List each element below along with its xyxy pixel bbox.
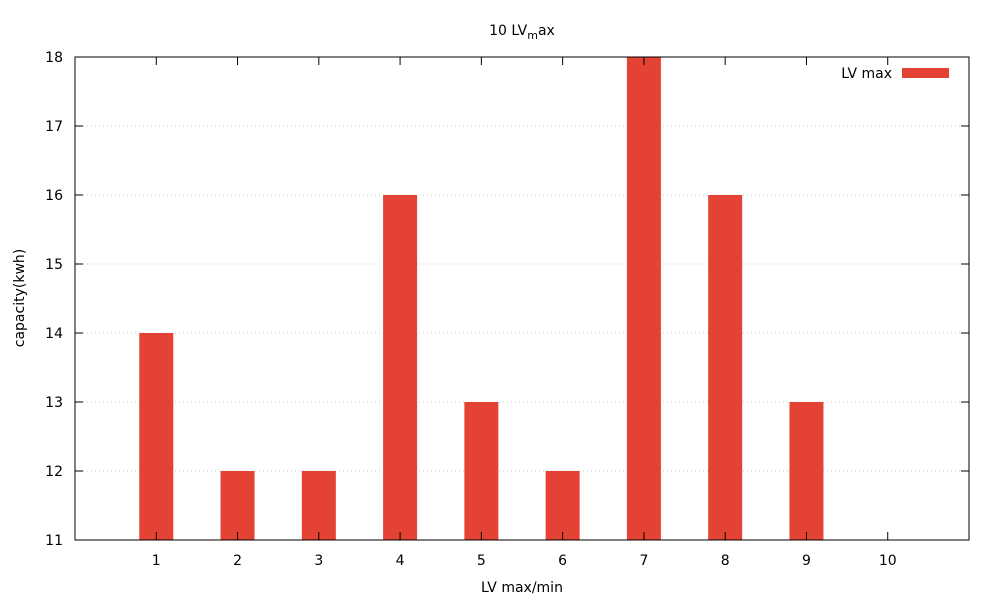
y-tick-label: 14 [45,326,63,342]
bar-9 [789,402,824,540]
y-tick-label: 12 [45,464,63,480]
x-tick-label: 8 [721,553,730,569]
bar-5 [464,402,499,540]
legend-label: LV max [841,66,892,82]
legend-swatch [902,68,949,78]
x-tick-label: 4 [396,553,405,569]
x-tick-label: 3 [314,553,323,569]
y-tick-labels: 11 12 13 14 15 16 17 18 [45,50,63,549]
y-tick-label: 16 [45,188,63,204]
bar-6 [545,471,580,540]
x-tick-labels: 1 2 3 4 5 6 7 8 9 10 [152,553,897,569]
grid-lines [75,125,969,472]
y-tick-label: 13 [45,395,63,411]
legend: LV max [841,66,949,82]
y-tick-label: 11 [45,533,63,549]
x-tick-label: 6 [558,553,567,569]
chart-title-main: 10 LV [489,23,528,39]
bar-4 [383,195,418,540]
chart-title-subscript: m [527,29,538,42]
x-tick-label: 1 [152,553,161,569]
y-tick-label: 15 [45,257,63,273]
y-tick-label: 17 [45,119,63,135]
x-tick-label: 5 [477,553,486,569]
plot-frame [74,56,970,541]
bars [139,57,824,540]
bar-8 [708,195,743,540]
x-axis-label: LV max/min [481,580,563,596]
x-tick-label: 10 [879,553,897,569]
x-tick-label: 9 [802,553,811,569]
chart-title-tail: ax [538,23,555,39]
bar-7 [626,57,661,540]
chart-title: 10 LVmax [489,23,555,42]
x-tick-label: 2 [233,553,242,569]
y-axis-label: capacity(kwh) [12,249,28,347]
bar-1 [139,333,174,540]
y-tick-label: 18 [45,50,63,66]
bar-2 [220,471,255,540]
bar-3 [301,471,336,540]
x-tick-label: 7 [639,553,648,569]
axis-ticks [75,56,969,541]
